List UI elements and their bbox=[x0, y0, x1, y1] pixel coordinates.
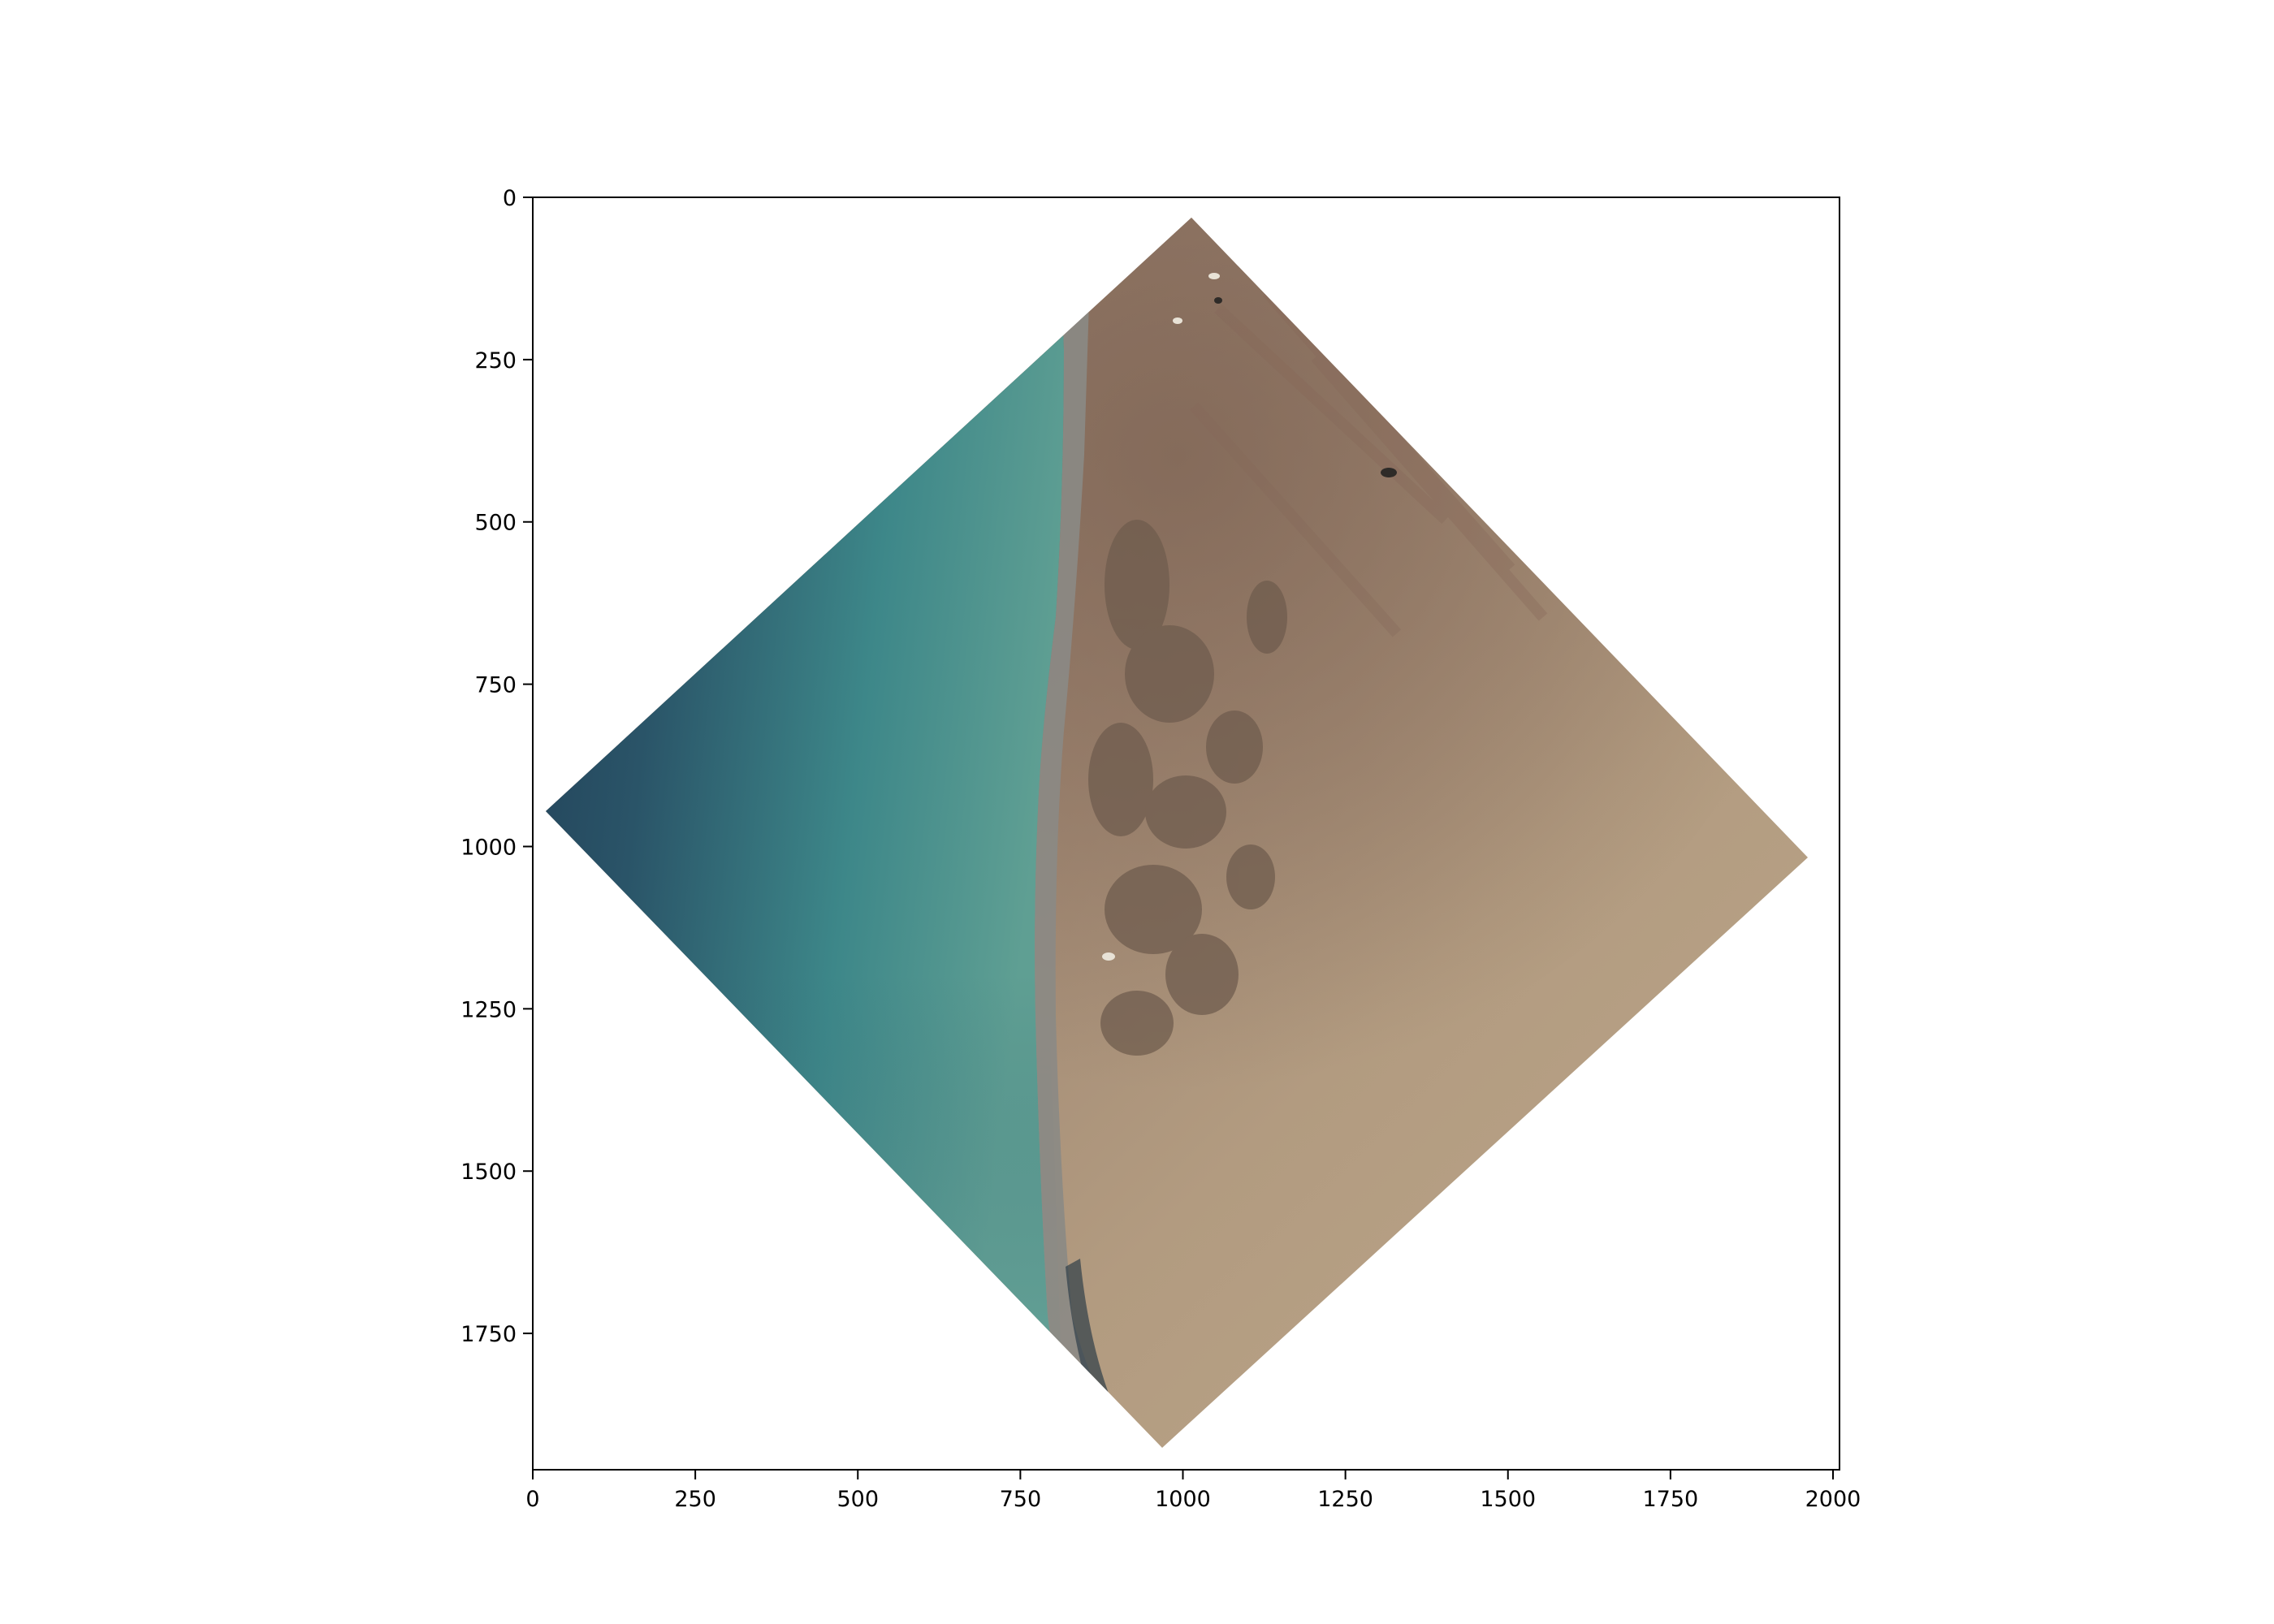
x-tick-label: 1000 bbox=[1155, 1487, 1211, 1512]
x-tick-label: 1750 bbox=[1643, 1487, 1699, 1512]
y-tick-label: 1750 bbox=[460, 1322, 517, 1347]
y-tick-label: 0 bbox=[503, 186, 517, 211]
y-tick-label: 1000 bbox=[460, 835, 517, 860]
y-tick-label: 1250 bbox=[460, 997, 517, 1022]
x-axis: 0 250 500 750 1000 1250 1500 1750 2000 bbox=[525, 1470, 1861, 1512]
x-tick-label: 250 bbox=[674, 1487, 716, 1512]
x-tick-label: 2000 bbox=[1805, 1487, 1861, 1512]
x-tick-label: 1250 bbox=[1317, 1487, 1373, 1512]
y-tick-label: 250 bbox=[474, 348, 517, 374]
y-tick-label: 500 bbox=[474, 511, 517, 536]
axes-frame bbox=[532, 197, 1840, 1471]
x-tick-label: 1500 bbox=[1480, 1487, 1536, 1512]
x-tick-label: 750 bbox=[1000, 1487, 1042, 1512]
water-region bbox=[546, 218, 1072, 1448]
y-tick-label: 1500 bbox=[460, 1160, 517, 1185]
satellite-image bbox=[546, 218, 1808, 1448]
x-tick-label: 0 bbox=[525, 1487, 539, 1512]
y-axis: 0 250 500 750 1000 1250 1500 1750 bbox=[460, 186, 533, 1347]
x-tick-label: 500 bbox=[837, 1487, 879, 1512]
y-tick-label: 750 bbox=[474, 673, 517, 698]
coastal-strip bbox=[1035, 218, 1137, 1448]
